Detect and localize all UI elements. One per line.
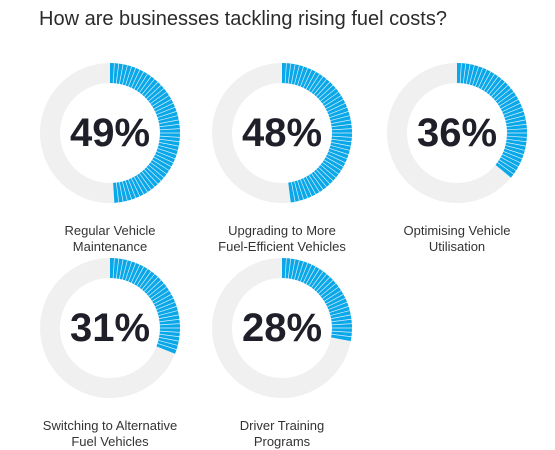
donut-value-1: 48% <box>241 111 323 155</box>
donut-label-4-line-1: Driver Training <box>239 418 325 433</box>
donut-ticks-3 <box>112 258 180 350</box>
donut-label-1: Upgrading to More Fuel-Efficient Vehicle… <box>177 223 387 255</box>
donut-label-2-line-2: Utilisation <box>428 239 486 254</box>
donut-label-0-line-1: Regular Vehicle <box>64 223 156 238</box>
donut-label-0-line-2: Maintenance <box>72 239 148 254</box>
donut-ring-0 <box>40 63 180 203</box>
donut-value-4: 28% <box>241 306 323 350</box>
donut-ticks-4 <box>284 258 352 338</box>
donut-value-2: 36% <box>416 111 498 155</box>
donut-label-3-line-2: Fuel Vehicles <box>71 434 149 449</box>
donut-ring-3 <box>40 258 180 398</box>
donut-ring-4 <box>212 258 352 398</box>
donut-label-4: Driver Training Programs <box>177 418 387 450</box>
donut-label-2-line-1: Optimising Vehicle <box>403 223 511 238</box>
donut-label-1-line-2: Fuel-Efficient Vehicles <box>218 239 346 254</box>
donut-ticks-0 <box>112 63 180 203</box>
chart-title: How are businesses tackling rising fuel … <box>39 8 447 30</box>
donut-label-1-line-1: Upgrading to More <box>228 223 336 238</box>
donut-label-2: Optimising Vehicle Utilisation <box>352 223 555 255</box>
donut-label-4-line-2: Programs <box>253 434 311 449</box>
donut-ring-1 <box>212 63 352 203</box>
donut-value-0: 49% <box>69 111 151 155</box>
donut-ticks-2 <box>459 63 527 175</box>
donut-ticks-1 <box>284 63 352 202</box>
donut-label-3-line-1: Switching to Alternative <box>42 418 178 433</box>
donut-label-0: Regular Vehicle Maintenance <box>5 223 215 255</box>
donut-ring-2 <box>387 63 527 203</box>
donut-value-3: 31% <box>69 306 151 350</box>
donut-label-3: Switching to Alternative Fuel Vehicles <box>5 418 215 450</box>
